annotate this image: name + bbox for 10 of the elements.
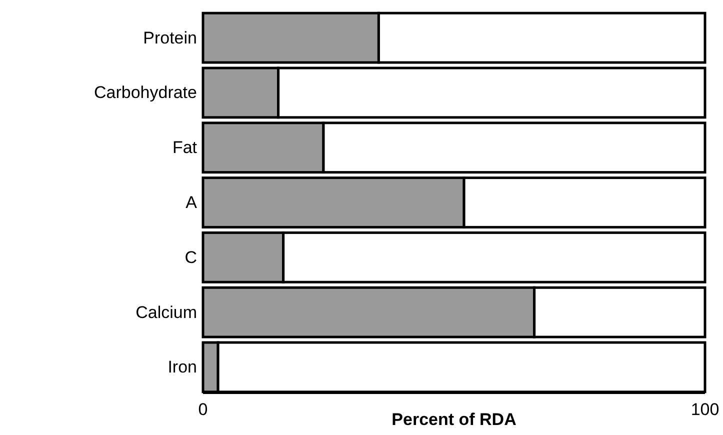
y-tick-label: Protein	[143, 28, 197, 48]
y-tick-label: Calcium	[136, 302, 197, 322]
y-tick-label: C	[184, 248, 197, 267]
x-tick-label: 0	[198, 400, 208, 420]
y-tick-label: Fat	[172, 138, 198, 158]
y-tick-label: Iron	[168, 358, 197, 377]
x-tick-label: 100	[690, 400, 720, 420]
y-tick-label: Carbohydrate	[94, 83, 197, 102]
y-tick-label: A	[186, 192, 198, 212]
x-axis-title: Percent of RDA	[392, 410, 516, 429]
